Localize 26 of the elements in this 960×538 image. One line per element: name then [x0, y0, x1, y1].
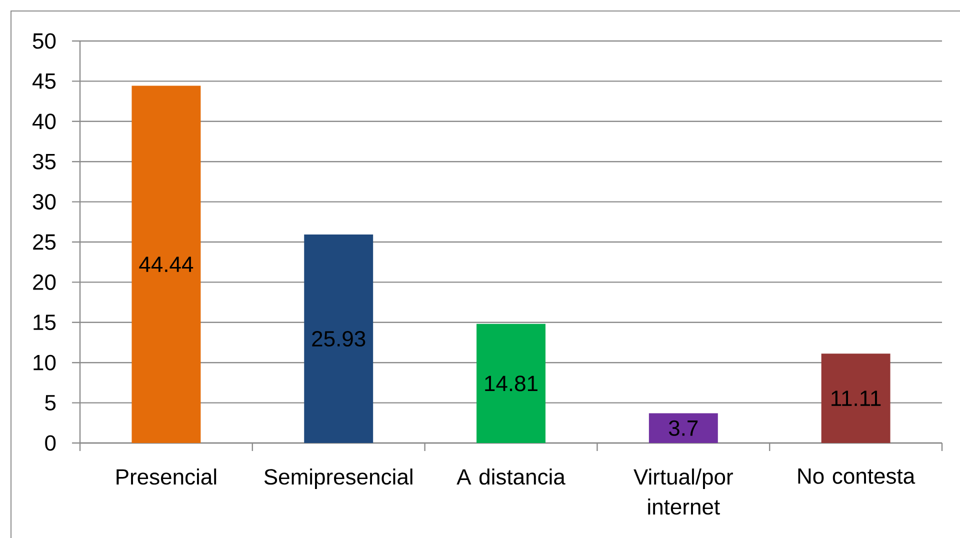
y-tick-label: 5	[45, 395, 56, 410]
y-tick-label: 50	[32, 33, 56, 49]
data-label: 25.93	[312, 330, 366, 347]
y-tick-label: 15	[34, 314, 56, 330]
bar	[132, 86, 201, 443]
x-tick-label: No contesta	[798, 468, 916, 484]
x-tick-label: Virtual/por internet	[634, 468, 733, 515]
bar	[476, 324, 546, 443]
y-tick-label: 20	[33, 274, 56, 290]
data-label: 44.44	[139, 256, 194, 272]
bar	[648, 413, 718, 443]
y-tick-label: 45	[32, 74, 56, 89]
data-label: 3.7	[668, 420, 698, 436]
x-tick-label: A distancia	[456, 468, 566, 485]
y-tick-label: 10	[34, 354, 56, 370]
y-tick-label: 25	[33, 234, 56, 250]
y-tick-label: 40	[32, 114, 56, 130]
data-label: 11.11	[832, 390, 881, 406]
data-label: 14.81	[485, 376, 538, 392]
y-tick-label: 0	[45, 435, 56, 451]
bar	[304, 234, 374, 443]
x-tick-label: Presencial	[116, 468, 216, 485]
y-tick-label: 30	[32, 194, 56, 210]
x-tick-label: Semipresencial	[264, 468, 412, 490]
y-tick-label: 35	[32, 154, 56, 170]
bar	[821, 354, 890, 443]
